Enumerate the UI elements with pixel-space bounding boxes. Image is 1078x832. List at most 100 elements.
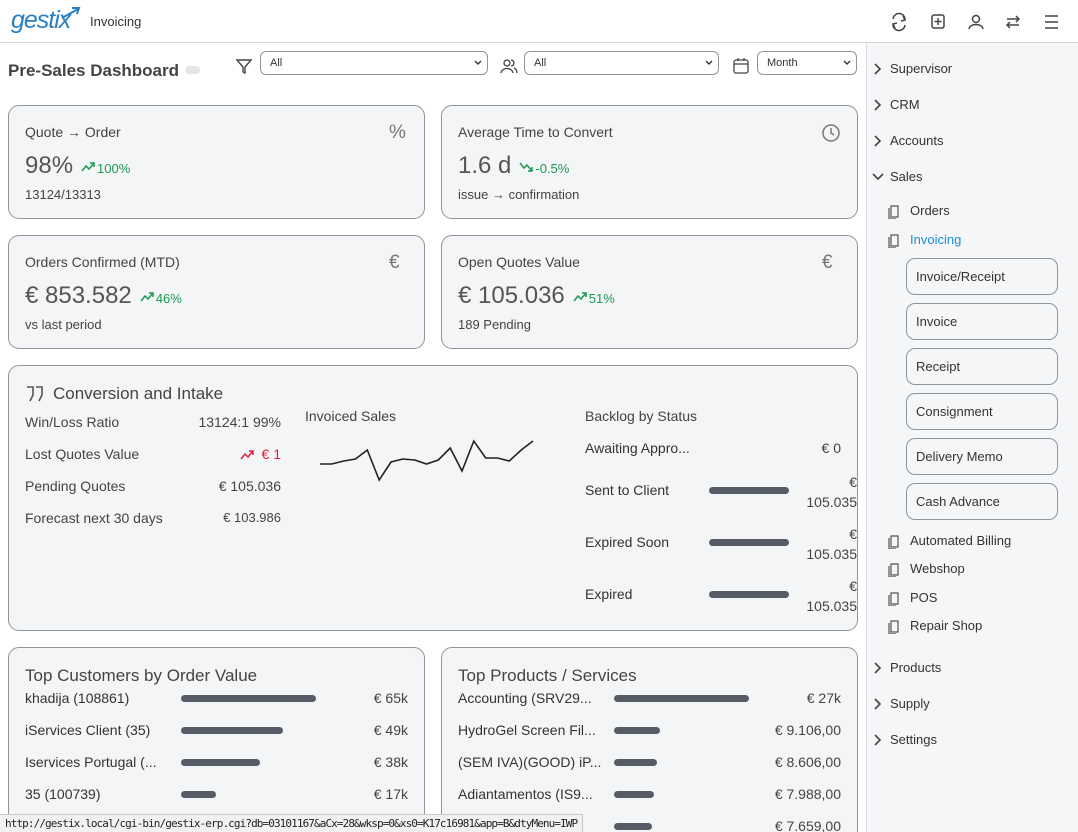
nav-button[interactable]: Consignment xyxy=(906,393,1058,430)
filter-select[interactable]: All xyxy=(524,51,719,75)
filter-icon xyxy=(235,57,253,75)
metric-value: 13124:1 99% xyxy=(198,414,281,430)
nav-item[interactable]: Settings xyxy=(890,732,937,747)
kpi-value: € 105.036 xyxy=(458,282,565,310)
row-bar xyxy=(181,791,216,798)
metric-value: € 103.986 xyxy=(223,510,281,525)
row-value: € 27k xyxy=(807,690,841,706)
doc-icon xyxy=(886,590,902,606)
metric-label: Lost Quotes Value xyxy=(25,446,139,462)
doc-icon xyxy=(886,561,902,577)
row-label: iServices Client (35) xyxy=(25,722,150,738)
backlog-value: € 105.035 xyxy=(801,576,857,616)
chevron xyxy=(871,733,885,747)
chevron xyxy=(871,62,885,76)
toggle[interactable] xyxy=(185,66,200,74)
row-label: HydroGel Screen Fil... xyxy=(458,722,596,738)
quote-icon xyxy=(25,385,45,403)
logo-arrow xyxy=(60,6,82,20)
backlog-value: € 105.035 xyxy=(801,524,857,564)
nav-button[interactable]: Receipt xyxy=(906,348,1058,385)
row-value: € 9.106,00 xyxy=(775,722,841,738)
chevron xyxy=(871,170,885,184)
nav-item[interactable]: Supervisor xyxy=(890,61,952,76)
row-label: (SEM IVA)(GOOD) iP... xyxy=(458,754,601,770)
backlog-bar xyxy=(709,487,789,494)
backlog-label: Sent to Client xyxy=(585,482,669,498)
kpi-note: vs last period xyxy=(25,317,102,332)
nav-button[interactable]: Invoice/Receipt xyxy=(906,258,1058,295)
row-bar xyxy=(614,823,652,830)
kpi-trend: -0.5% xyxy=(535,161,569,176)
nav-subitem[interactable]: Automated Billing xyxy=(910,533,1011,548)
kpi-title: Open Quotes Value xyxy=(458,254,580,270)
row-value: € 17k xyxy=(374,786,408,802)
filter-select[interactable]: All xyxy=(260,51,488,75)
kpi-trend: 46% xyxy=(156,291,182,306)
kpi-trend: 51% xyxy=(589,291,615,306)
module-name: Invoicing xyxy=(90,14,141,29)
nav-item[interactable]: CRM xyxy=(890,97,920,112)
kpi-icon xyxy=(821,123,841,143)
trend-icon xyxy=(519,161,533,173)
calendar-icon xyxy=(732,57,750,75)
doc-icon xyxy=(886,533,902,549)
header-icons[interactable] xyxy=(888,12,1068,32)
nav-button[interactable]: Invoice xyxy=(906,303,1058,340)
nav-item[interactable]: Sales xyxy=(890,169,923,184)
row-label: khadija (108861) xyxy=(25,690,129,706)
nav-item[interactable]: Products xyxy=(890,660,941,675)
backlog-bar xyxy=(709,539,789,546)
section-title: Conversion and Intake xyxy=(53,384,223,404)
nav-subitem[interactable]: POS xyxy=(910,590,937,605)
backlog-value: € 0 xyxy=(822,440,841,456)
kpi-trend: 100% xyxy=(97,161,130,176)
row-label: Iservices Portugal (... xyxy=(25,754,157,770)
chart-title: Backlog by Status xyxy=(585,408,697,424)
sales-line xyxy=(320,441,533,480)
trend-icon xyxy=(240,449,254,461)
filter-select[interactable]: Month xyxy=(757,51,857,75)
row-bar xyxy=(614,695,749,702)
metric-label: Win/Loss Ratio xyxy=(25,414,119,430)
row-bar xyxy=(181,759,260,766)
page-title: Pre-Sales Dashboard xyxy=(8,61,179,81)
chevron xyxy=(871,697,885,711)
kpi-value: 1.6 d xyxy=(458,152,511,180)
nav-item[interactable]: Accounts xyxy=(890,133,943,148)
kpi-icon: % xyxy=(389,122,406,144)
metric-label: Pending Quotes xyxy=(25,478,125,494)
nav-item[interactable]: Supply xyxy=(890,696,930,711)
row-bar xyxy=(614,727,660,734)
nav-button[interactable]: Cash Advance xyxy=(906,483,1058,520)
chevron xyxy=(871,661,885,675)
trend-icon xyxy=(573,291,587,303)
status-url: http://gestix.local/cgi-bin/gestix-erp.c… xyxy=(0,814,583,832)
doc-icon xyxy=(886,618,902,634)
trend-icon xyxy=(81,161,95,173)
nav-subitem[interactable]: Invoicing xyxy=(910,232,961,247)
select-chevron xyxy=(843,59,851,67)
kpi-icon: € xyxy=(389,252,400,274)
select-chevron xyxy=(705,59,713,67)
row-value: € 7.659,00 xyxy=(775,818,841,832)
trend-icon xyxy=(140,291,154,303)
nav-subitem[interactable]: Repair Shop xyxy=(910,618,982,633)
doc-icon xyxy=(886,203,902,219)
kpi-title: Orders Confirmed (MTD) xyxy=(25,254,180,270)
row-value: € 49k xyxy=(374,722,408,738)
row-bar xyxy=(614,759,657,766)
backlog-bar xyxy=(709,591,789,598)
chevron xyxy=(871,98,885,112)
sparkline xyxy=(310,430,550,490)
backlog-label: Awaiting Appro... xyxy=(585,440,690,456)
nav-button[interactable]: Delivery Memo xyxy=(906,438,1058,475)
metric-value: € 1 xyxy=(262,446,281,462)
nav-subitem[interactable]: Orders xyxy=(910,203,950,218)
row-bar xyxy=(614,791,654,798)
kpi-note: issue → confirmation xyxy=(458,187,579,202)
backlog-label: Expired xyxy=(585,586,632,602)
nav-subitem[interactable]: Webshop xyxy=(910,561,965,576)
kpi-value: 98% xyxy=(25,152,73,180)
